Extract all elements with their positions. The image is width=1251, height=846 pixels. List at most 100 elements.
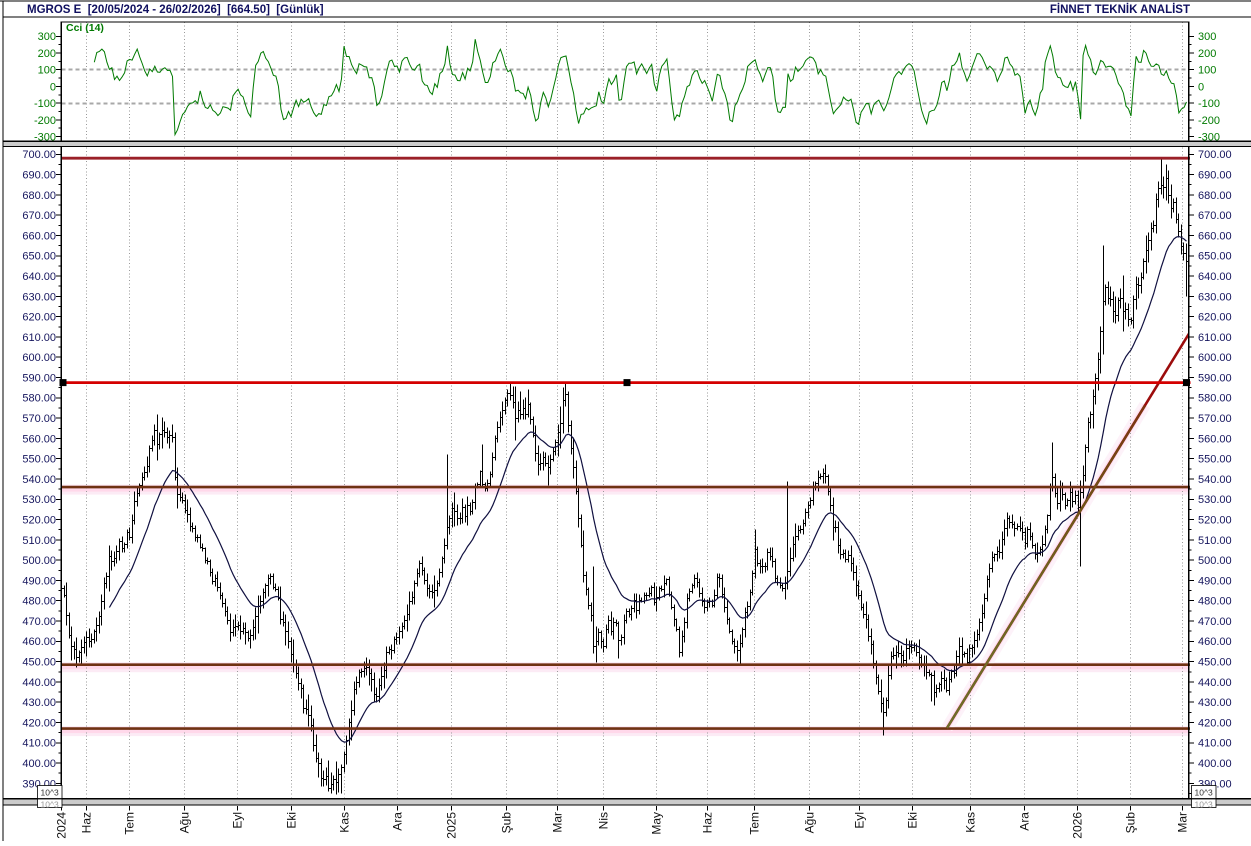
svg-text:10^3: 10^3 [41, 788, 59, 798]
svg-text:540.00: 540.00 [1198, 474, 1232, 486]
svg-text:490.00: 490.00 [22, 575, 56, 587]
svg-text:Nis: Nis [597, 812, 611, 829]
svg-text:Haz: Haz [701, 812, 715, 833]
svg-text:Ağu: Ağu [178, 812, 192, 833]
svg-text:620.00: 620.00 [1198, 312, 1232, 324]
svg-text:-300: -300 [1198, 132, 1220, 144]
svg-text:Haz: Haz [80, 812, 94, 833]
svg-text:-200: -200 [1198, 115, 1220, 127]
svg-text:FİNNET TEKNİK ANALİST: FİNNET TEKNİK ANALİST [1050, 3, 1190, 16]
svg-text:640.00: 640.00 [1198, 271, 1232, 283]
svg-text:410.00: 410.00 [22, 738, 56, 750]
svg-text:420.00: 420.00 [22, 717, 56, 729]
svg-text:10^3: 10^3 [1195, 788, 1213, 798]
svg-text:510.00: 510.00 [1198, 535, 1232, 547]
svg-text:10^3: 10^3 [1195, 800, 1213, 810]
svg-text:Mar: Mar [1176, 812, 1190, 833]
svg-text:530.00: 530.00 [1198, 494, 1232, 506]
svg-text:400.00: 400.00 [22, 758, 56, 770]
svg-text:100: 100 [38, 65, 56, 77]
svg-text:470.00: 470.00 [22, 616, 56, 628]
svg-text:300: 300 [38, 31, 56, 43]
svg-text:590.00: 590.00 [1198, 372, 1232, 384]
svg-text:630.00: 630.00 [22, 291, 56, 303]
svg-text:550.00: 550.00 [22, 454, 56, 466]
svg-text:Ara: Ara [391, 812, 405, 831]
svg-text:0: 0 [1198, 81, 1204, 93]
svg-text:0: 0 [50, 81, 56, 93]
svg-text:-100: -100 [34, 98, 56, 110]
svg-text:640.00: 640.00 [22, 271, 56, 283]
svg-text:670.00: 670.00 [22, 210, 56, 222]
svg-text:Eki: Eki [285, 812, 299, 829]
svg-text:480.00: 480.00 [1198, 596, 1232, 608]
svg-text:-100: -100 [1198, 98, 1220, 110]
svg-text:200: 200 [38, 48, 56, 60]
svg-text:440.00: 440.00 [22, 677, 56, 689]
svg-text:680.00: 680.00 [22, 190, 56, 202]
svg-text:2026: 2026 [1071, 812, 1085, 839]
svg-text:Şub: Şub [500, 812, 514, 834]
svg-text:300: 300 [1198, 31, 1216, 43]
svg-text:-300: -300 [34, 132, 56, 144]
svg-text:430.00: 430.00 [22, 697, 56, 709]
svg-text:May: May [650, 812, 664, 835]
svg-text:Tem: Tem [123, 812, 137, 835]
svg-text:2025: 2025 [445, 812, 459, 839]
svg-text:-200: -200 [34, 115, 56, 127]
svg-text:620.00: 620.00 [22, 312, 56, 324]
svg-text:500.00: 500.00 [1198, 555, 1232, 567]
svg-text:500.00: 500.00 [22, 555, 56, 567]
svg-text:450.00: 450.00 [1198, 657, 1232, 669]
svg-text:530.00: 530.00 [22, 494, 56, 506]
svg-text:540.00: 540.00 [22, 474, 56, 486]
svg-text:510.00: 510.00 [22, 535, 56, 547]
svg-text:560.00: 560.00 [1198, 433, 1232, 445]
svg-text:610.00: 610.00 [22, 332, 56, 344]
svg-text:590.00: 590.00 [22, 372, 56, 384]
svg-text:Tem: Tem [748, 812, 762, 835]
svg-text:700.00: 700.00 [22, 149, 56, 161]
svg-text:420.00: 420.00 [1198, 717, 1232, 729]
svg-text:Eki: Eki [906, 812, 920, 829]
svg-text:520.00: 520.00 [22, 515, 56, 527]
svg-text:470.00: 470.00 [1198, 616, 1232, 628]
svg-text:700.00: 700.00 [1198, 149, 1232, 161]
svg-text:410.00: 410.00 [1198, 738, 1232, 750]
svg-text:600.00: 600.00 [22, 352, 56, 364]
svg-text:430.00: 430.00 [1198, 697, 1232, 709]
svg-text:Cci (14): Cci (14) [66, 22, 104, 34]
svg-text:Şub: Şub [1124, 812, 1138, 834]
svg-text:100: 100 [1198, 65, 1216, 77]
svg-text:10^3: 10^3 [41, 800, 59, 810]
svg-text:450.00: 450.00 [22, 657, 56, 669]
svg-text:Eyl: Eyl [231, 812, 245, 829]
svg-text:560.00: 560.00 [22, 433, 56, 445]
svg-text:600.00: 600.00 [1198, 352, 1232, 364]
svg-text:400.00: 400.00 [1198, 758, 1232, 770]
svg-text:550.00: 550.00 [1198, 454, 1232, 466]
svg-text:660.00: 660.00 [22, 230, 56, 242]
svg-text:200: 200 [1198, 48, 1216, 60]
svg-text:680.00: 680.00 [1198, 190, 1232, 202]
svg-text:490.00: 490.00 [1198, 575, 1232, 587]
svg-text:Kas: Kas [338, 812, 352, 833]
svg-text:580.00: 580.00 [1198, 393, 1232, 405]
svg-text:580.00: 580.00 [22, 393, 56, 405]
svg-text:Mar: Mar [551, 812, 565, 833]
svg-text:480.00: 480.00 [22, 596, 56, 608]
svg-text:630.00: 630.00 [1198, 291, 1232, 303]
svg-text:460.00: 460.00 [1198, 636, 1232, 648]
svg-text:670.00: 670.00 [1198, 210, 1232, 222]
svg-text:Ara: Ara [1018, 812, 1032, 831]
svg-text:690.00: 690.00 [22, 170, 56, 182]
svg-text:Ağu: Ağu [803, 812, 817, 833]
svg-text:650.00: 650.00 [22, 251, 56, 263]
svg-text:Kas: Kas [964, 812, 978, 833]
svg-text:520.00: 520.00 [1198, 515, 1232, 527]
svg-text:690.00: 690.00 [1198, 170, 1232, 182]
svg-text:Eyl: Eyl [853, 812, 867, 829]
svg-text:440.00: 440.00 [1198, 677, 1232, 689]
svg-text:650.00: 650.00 [1198, 251, 1232, 263]
svg-text:570.00: 570.00 [22, 413, 56, 425]
